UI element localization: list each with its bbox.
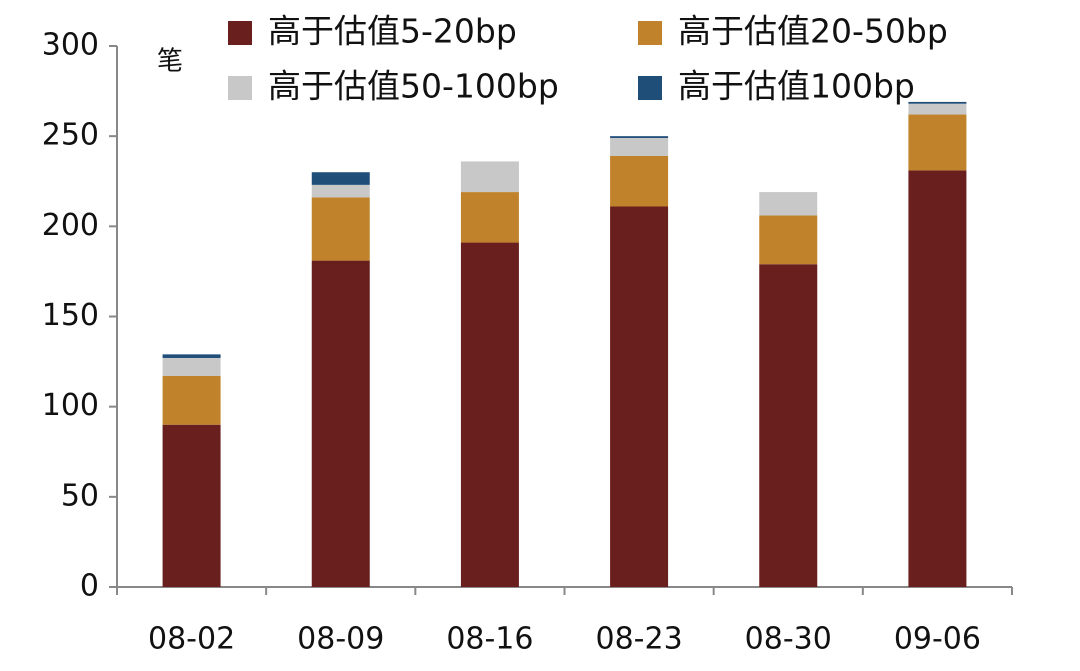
legend-swatch — [638, 76, 662, 100]
x-tick-label: 08-23 — [595, 622, 682, 657]
bar-segment — [908, 103, 967, 115]
bar-segment — [759, 192, 818, 216]
bar-segment — [908, 170, 967, 587]
legend-label: 高于估值100bp — [678, 67, 915, 106]
bar-segment — [610, 137, 669, 157]
bar-segment — [759, 215, 818, 265]
legend-swatch — [228, 21, 252, 45]
legend-label: 高于估值5-20bp — [268, 12, 517, 51]
bar-segment — [460, 242, 519, 587]
y-tick-label: 200 — [42, 208, 99, 243]
legend-label: 高于估值20-50bp — [678, 12, 948, 51]
legend-label: 高于估值50-100bp — [268, 67, 559, 106]
legend-swatch — [228, 76, 252, 100]
bar-segment — [460, 161, 519, 193]
x-tick-label: 08-02 — [148, 622, 235, 657]
y-tick-label: 50 — [61, 478, 99, 513]
y-tick-label: 100 — [42, 388, 99, 423]
bar-segment — [162, 376, 221, 425]
legend-swatch — [638, 21, 662, 45]
bar-segment — [610, 156, 669, 207]
bar-segment — [311, 184, 370, 198]
y-tick-label: 300 — [42, 28, 99, 63]
bar-segment — [460, 192, 519, 243]
bar-segment — [759, 264, 818, 587]
x-tick-label: 08-09 — [297, 622, 384, 657]
y-tick-label: 0 — [80, 569, 99, 604]
bar-segment — [162, 424, 221, 587]
x-tick-label: 08-30 — [745, 622, 832, 657]
y-tick-label: 150 — [42, 298, 99, 333]
bar-segment — [908, 101, 967, 104]
bar-segment — [311, 260, 370, 587]
y-axis-unit: 笔 — [157, 47, 183, 77]
x-tick-label: 09-06 — [894, 622, 981, 657]
y-tick-label: 250 — [42, 118, 99, 153]
bar-segment — [162, 354, 221, 358]
bar-segment — [162, 357, 221, 377]
bar-segment — [610, 136, 669, 138]
bar-segment — [311, 197, 370, 261]
bar-segment — [311, 172, 370, 185]
bar-segment — [908, 114, 967, 171]
x-tick-label: 08-16 — [446, 622, 533, 657]
bar-segment — [610, 206, 669, 587]
